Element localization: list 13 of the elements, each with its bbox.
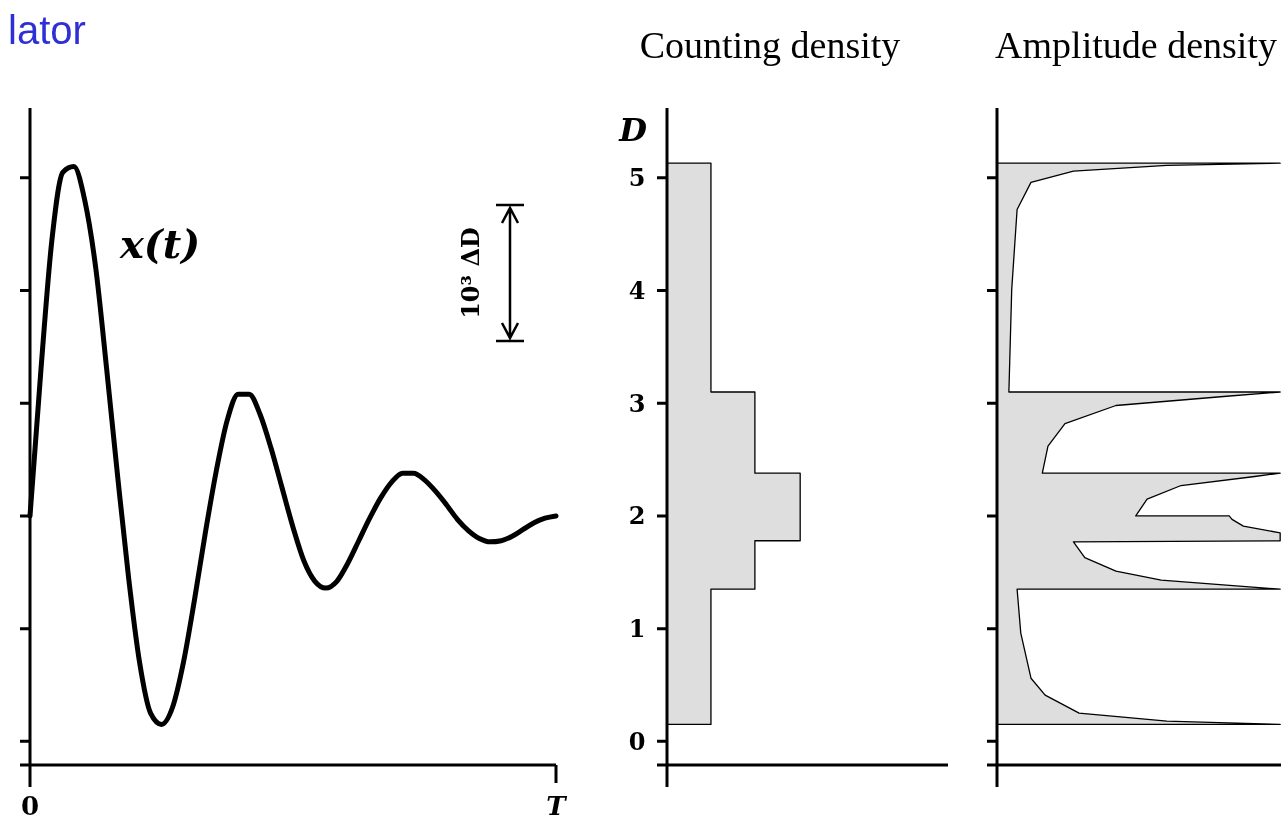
y-tick-label: 3 [628, 388, 646, 418]
series-label: x(t) [119, 220, 201, 267]
chart-title: lator [8, 8, 86, 52]
y-tick-label: 0 [628, 726, 646, 756]
y-tick-label: 5 [628, 163, 646, 193]
y-tick-label: 2 [628, 501, 646, 531]
y-tick-label: 4 [628, 276, 646, 306]
chart-title: Amplitude density [995, 24, 1277, 66]
y-tick-label: 1 [628, 614, 646, 644]
x-tick-label: T [546, 791, 568, 817]
chart-title: Counting density [639, 24, 901, 66]
annotation: 10³ ΔD [455, 227, 485, 319]
y-axis-title: D [618, 111, 648, 149]
